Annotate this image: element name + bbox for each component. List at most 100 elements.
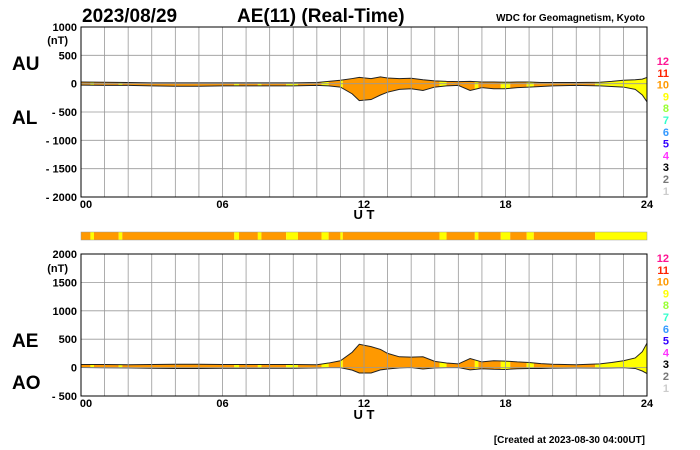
bottom-activity-legend-item: 4 — [663, 347, 670, 359]
al-label: AL — [12, 108, 38, 129]
bottom-activity-legend-item: 1 — [663, 383, 669, 395]
bottom-panel-activity-fill — [93, 343, 119, 374]
activity-colorbar-segment — [595, 232, 647, 240]
bottom-panel-activity-fill — [328, 343, 341, 374]
activity-colorbar-segment — [261, 232, 287, 240]
bottom-panel-activity-fill — [297, 343, 322, 374]
top-activity-legend-item: 10 — [657, 80, 669, 92]
activity-colorbar-segment — [474, 232, 479, 240]
bottom-panel-activity-fill — [526, 343, 534, 374]
bottom-panel-ytick-label: 2000 — [53, 249, 77, 261]
bottom-panel-xtick-label: 00 — [80, 398, 92, 410]
top-activity-legend-item: 4 — [663, 150, 670, 162]
bottom-panel-xtick-label: 06 — [216, 398, 228, 410]
bottom-panel-activity-fill — [257, 343, 262, 374]
bottom-panel-xtick-label: 12 — [358, 398, 370, 410]
bottom-activity-legend-item: 2 — [663, 371, 669, 383]
bottom-panel-ytick-label: 1000 — [53, 306, 77, 318]
bottom-activity-legend-item: 11 — [657, 265, 669, 277]
activity-colorbar-segment — [500, 232, 511, 240]
activity-colorbar-segment — [533, 232, 596, 240]
activity-colorbar-segment — [286, 232, 298, 240]
top-panel-ytick-label: 500 — [59, 50, 77, 62]
source-label: WDC for Geomagnetism, Kyoto — [496, 13, 645, 24]
activity-colorbar-segment — [340, 232, 343, 240]
bottom-panel-ytick-label: 500 — [59, 334, 77, 346]
top-activity-legend-item: 2 — [663, 174, 669, 186]
bottom-panel-activity-fill — [446, 343, 475, 374]
top-panel-ytick-label: 1000 — [53, 22, 77, 34]
top-activity-legend-item: 6 — [663, 127, 669, 139]
activity-colorbar-segment — [321, 232, 329, 240]
activity-colorbar-segment — [439, 232, 447, 240]
top-panel-ytick-label: - 1500 — [46, 164, 77, 176]
top-panel-ytick-label: 0 — [71, 79, 77, 91]
bottom-panel-xtick-label: 24 — [641, 398, 654, 410]
bottom-panel-ytick-label: 0 — [71, 363, 77, 375]
unit-label-top: (nT) — [47, 35, 68, 47]
top-panel-ytick-label: - 1000 — [46, 135, 77, 147]
bottom-panel-ytick-label: - 500 — [52, 391, 77, 403]
bottom-panel-activity-fill — [118, 343, 123, 374]
bottom-panel-activity-fill — [122, 343, 235, 374]
activity-colorbar-segment — [90, 232, 94, 240]
top-panel-xtick-label: 00 — [80, 199, 92, 211]
bottom-activity-legend-item: 8 — [663, 300, 669, 312]
top-activity-legend-item: 9 — [663, 91, 669, 103]
bottom-panel-activity-fill — [286, 343, 298, 374]
bottom-panel-frame — [80, 253, 648, 397]
activity-colorbar-segment — [342, 232, 440, 240]
top-panel-xtick-label: 18 — [499, 199, 511, 211]
bottom-panel-activity-fill — [533, 343, 596, 374]
bottom-activity-legend-item: 7 — [663, 312, 669, 324]
unit-label-bottom: (nT) — [47, 263, 68, 275]
top-panel-frame — [80, 26, 648, 198]
bottom-panel-activity-fill — [321, 343, 329, 374]
activity-colorbar-frame — [80, 231, 648, 241]
activity-colorbar-segment — [297, 232, 322, 240]
bottom-panel-activity-fill — [439, 343, 447, 374]
bottom-activity-legend-item: 12 — [657, 253, 669, 265]
top-panel-xtick-label: 24 — [641, 199, 654, 211]
bottom-activity-legend-item: 10 — [657, 277, 669, 289]
activity-colorbar-segment — [118, 232, 123, 240]
top-panel-ytick-label: - 2000 — [46, 192, 77, 204]
bottom-panel-activity-fill — [81, 343, 91, 374]
chart-title: AE(11) (Real-Time) — [237, 6, 405, 27]
x-axis-label-bottom: U T — [354, 407, 375, 422]
activity-colorbar-segment — [81, 232, 91, 240]
top-activity-legend-item: 1 — [663, 186, 669, 198]
date-title: 2023/08/29 — [82, 6, 177, 27]
bottom-activity-legend-item: 9 — [663, 288, 669, 300]
top-panel-xtick-label: 06 — [216, 199, 228, 211]
bottom-panel-activity-fill — [342, 343, 440, 374]
top-panel-xtick-label: 12 — [358, 199, 370, 211]
bottom-activity-legend-item: 6 — [663, 324, 669, 336]
activity-colorbar-segment — [446, 232, 475, 240]
activity-colorbar-segment — [239, 232, 258, 240]
bottom-panel-activity-fill — [234, 343, 240, 374]
top-activity-legend-item: 5 — [663, 139, 669, 151]
activity-colorbar-segment — [234, 232, 240, 240]
top-activity-legend-item: 8 — [663, 103, 669, 115]
bottom-panel-activity-fill — [261, 343, 287, 374]
activity-colorbar-segment — [510, 232, 527, 240]
activity-colorbar-segment — [478, 232, 501, 240]
ao-label: AO — [12, 373, 41, 394]
activity-colorbar-segment — [93, 232, 119, 240]
bottom-panel-activity-fill — [595, 343, 647, 374]
activity-colorbar-segment — [122, 232, 235, 240]
bottom-panel-ytick-label: 1500 — [53, 277, 77, 289]
top-activity-legend-item: 11 — [657, 68, 669, 80]
bottom-panel-activity-fill — [239, 343, 258, 374]
x-axis-label-top: U T — [354, 207, 375, 222]
activity-colorbar-segment — [257, 232, 262, 240]
top-panel-ytick-label: - 500 — [52, 107, 77, 119]
activity-colorbar-segment — [526, 232, 534, 240]
bottom-panel-activity-fill — [474, 343, 479, 374]
bottom-panel-activity-fill — [90, 343, 94, 374]
top-activity-legend-item: 3 — [663, 162, 669, 174]
ae-label: AE — [12, 331, 38, 352]
bottom-panel-xtick-label: 18 — [499, 398, 511, 410]
